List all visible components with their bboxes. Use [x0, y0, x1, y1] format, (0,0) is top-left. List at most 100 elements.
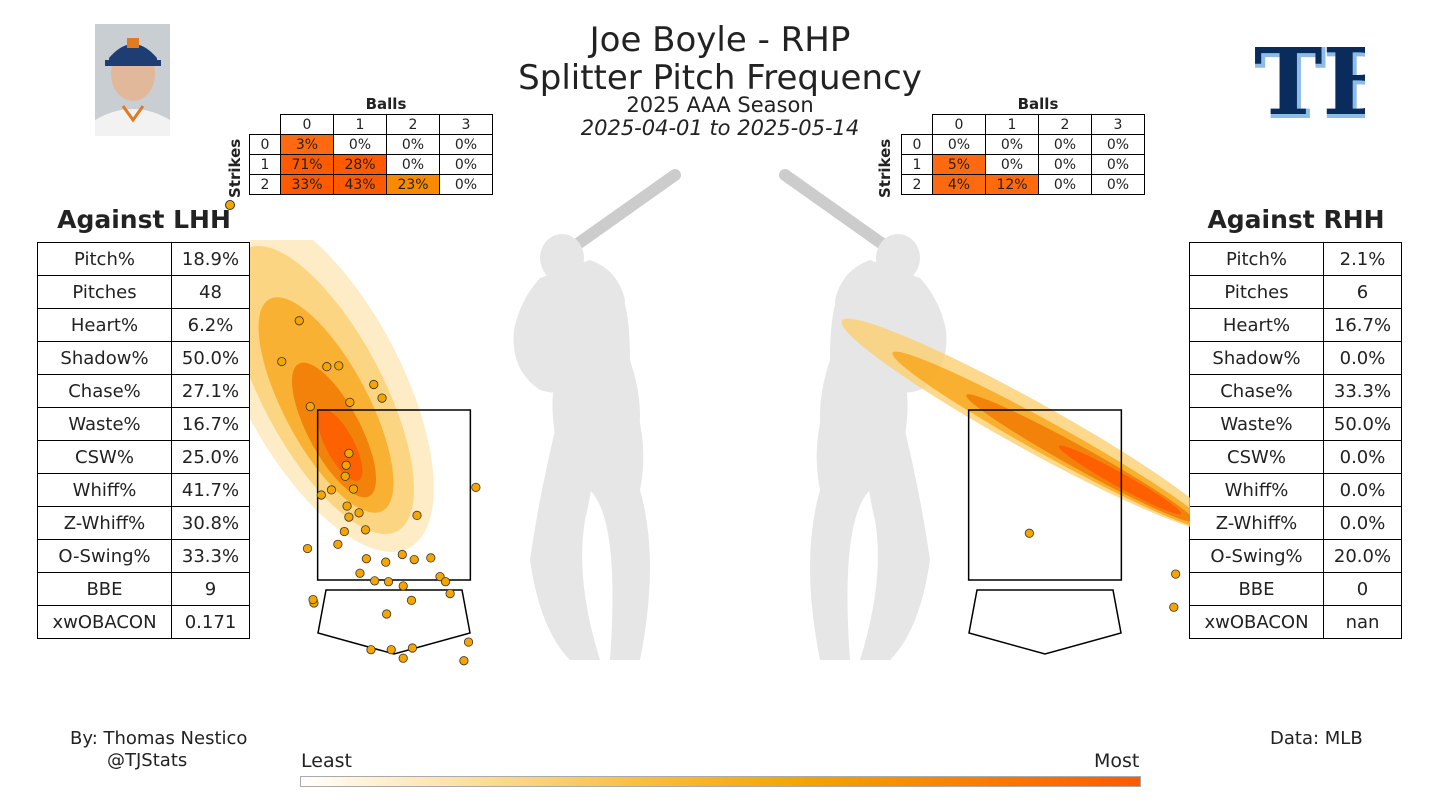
balls-header: 3: [1091, 114, 1145, 135]
pitch-point: [341, 460, 351, 470]
count-cell: 0%: [439, 154, 493, 175]
count-cell: 0%: [386, 134, 440, 155]
rhh-count-grid: 0 1 2 3 0 0% 0% 0% 0% 1 5% 0% 0% 0% 2 4% 12% 0% 0%: [901, 114, 1145, 195]
count-cell: 23%: [386, 174, 440, 195]
stats-row: O-Swing% 20.0%: [1189, 539, 1402, 573]
count-cell: 0%: [1038, 134, 1092, 155]
stat-value: 0.0%: [1323, 473, 1402, 507]
stat-label: Shadow%: [1189, 341, 1324, 375]
stat-label: Pitches: [37, 275, 172, 309]
lhh-batter-silhouette: [513, 169, 681, 660]
stat-value: 0.171: [171, 605, 250, 639]
team-logo-text-fill: TB: [1254, 28, 1365, 130]
count-cell: 0%: [386, 154, 440, 175]
stat-value: 18.9%: [171, 242, 250, 276]
count-cell: 0%: [932, 134, 986, 155]
lhh-marker-dot: [225, 200, 235, 210]
rhh-batter-silhouette: [779, 169, 947, 660]
pitch-point: [334, 361, 344, 371]
stats-row: Chase% 27.1%: [37, 374, 250, 408]
count-cell: 0%: [1091, 154, 1145, 175]
pitch-point: [406, 595, 417, 605]
stat-label: CSW%: [1189, 440, 1324, 474]
pitch-point: [333, 539, 343, 549]
stat-value: 20.0%: [1323, 539, 1402, 573]
colorbar-min-label: Least: [301, 750, 352, 772]
pitch-point: [302, 543, 313, 554]
lhh-stats-table: Pitch% 18.9% Pitches 48 Heart% 6.2% Shadow% 50.…: [37, 242, 250, 639]
stat-label: Heart%: [37, 308, 172, 342]
count-cell: 0%: [1038, 154, 1092, 175]
balls-header: 0: [932, 114, 986, 135]
stat-label: Pitches: [1189, 275, 1324, 309]
pitch-point: [409, 554, 419, 565]
pitch-point: [344, 448, 354, 458]
count-cell: 0%: [985, 154, 1039, 175]
balls-header: 2: [1038, 114, 1092, 135]
pitch-point: [445, 588, 455, 599]
lhh-strikes-label: Strikes: [226, 138, 244, 198]
pitch-point: [398, 581, 408, 591]
stat-value: 2.1%: [1323, 242, 1402, 276]
pitch-point: [355, 568, 365, 578]
strikes-header: 2: [901, 174, 933, 195]
pitch-point: [407, 643, 417, 653]
stat-value: 33.3%: [1323, 374, 1402, 408]
author-credit: By: Thomas Nestico: [70, 728, 248, 749]
pitch-point: [381, 557, 391, 567]
stats-row: xwOBACON 0.171: [37, 605, 250, 639]
stat-label: O-Swing%: [37, 539, 172, 573]
count-cell: 0%: [985, 134, 1039, 155]
pitch-point: [397, 549, 407, 560]
stats-row: xwOBACON nan: [1189, 605, 1402, 639]
home-plate: [317, 589, 471, 655]
rhh-title: Against RHH: [1207, 205, 1385, 234]
author-handle: @TJStats: [107, 750, 188, 771]
pitch-point: [459, 656, 469, 666]
stats-row: Z-Whiff% 0.0%: [1189, 506, 1402, 540]
stat-label: Waste%: [1189, 407, 1324, 441]
stat-label: Chase%: [1189, 374, 1324, 408]
stats-row: BBE 9: [37, 572, 250, 606]
stat-value: 0.0%: [1323, 341, 1402, 375]
count-cell: 0%: [439, 134, 493, 155]
count-cell: 0%: [1091, 174, 1145, 195]
pitch-point: [277, 356, 287, 367]
stats-row: Chase% 33.3%: [1189, 374, 1402, 408]
rhh-pitch-location-plot: [841, 318, 1190, 655]
stat-label: Chase%: [37, 374, 172, 408]
lhh-title: Against LHH: [57, 205, 231, 234]
stats-row: Z-Whiff% 30.8%: [37, 506, 250, 540]
balls-header: 3: [439, 114, 493, 135]
stats-row: O-Swing% 33.3%: [37, 539, 250, 573]
strikes-header: 0: [249, 134, 281, 155]
pitch-point: [305, 402, 315, 412]
stat-label: Z-Whiff%: [37, 506, 172, 540]
pitch-point: [383, 577, 394, 587]
count-cell: 0%: [439, 174, 493, 195]
pitch-point: [326, 485, 337, 495]
strikes-header: 2: [249, 174, 281, 195]
stats-row: Pitches 6: [1189, 275, 1402, 309]
stat-label: BBE: [37, 572, 172, 606]
count-cell: 43%: [333, 174, 387, 195]
pitch-point: [345, 397, 355, 407]
pitch-point: [348, 484, 359, 494]
pitch-point: [308, 594, 318, 605]
stat-value: nan: [1323, 605, 1402, 639]
stats-row: Waste% 16.7%: [37, 407, 250, 441]
pitch-point: [322, 362, 332, 372]
stat-label: Whiff%: [1189, 473, 1324, 507]
stats-row: Whiff% 0.0%: [1189, 473, 1402, 507]
stats-row: Pitch% 18.9%: [37, 242, 250, 276]
stat-label: Whiff%: [37, 473, 172, 507]
stats-row: CSW% 25.0%: [37, 440, 250, 474]
rhh-balls-label: Balls: [1017, 95, 1059, 113]
team-logo: TB TB: [1250, 20, 1404, 140]
count-cell: 12%: [985, 174, 1039, 195]
stat-value: 16.7%: [171, 407, 250, 441]
pitch-point: [370, 576, 380, 586]
stat-value: 27.1%: [171, 374, 250, 408]
pitch-point: [369, 379, 379, 390]
count-cell: 33%: [280, 174, 334, 195]
